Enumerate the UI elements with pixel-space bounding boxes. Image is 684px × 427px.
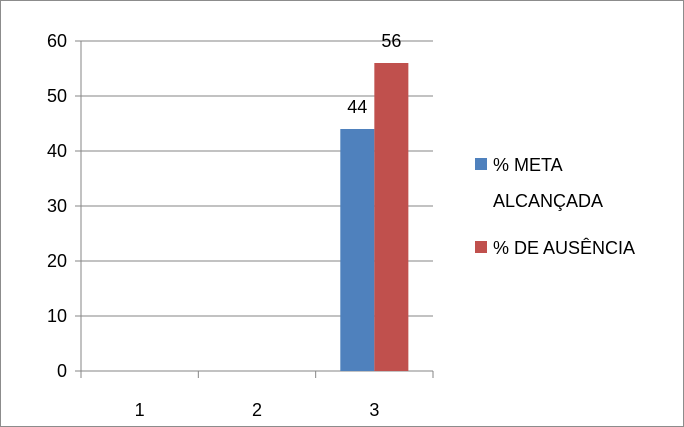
x-tick-label: 3 xyxy=(369,400,379,420)
y-tick-label: 60 xyxy=(47,31,67,51)
legend-label-ausencia: % DE AUSÊNCIA xyxy=(493,238,635,258)
legend: % META ALCANÇADA % DE AUSÊNCIA xyxy=(475,155,635,258)
x-tick-label: 1 xyxy=(135,400,145,420)
data-label-series-1: 44 xyxy=(347,97,367,117)
bar-series-2-cat-3 xyxy=(374,63,409,371)
y-tick-label: 20 xyxy=(47,251,67,271)
data-label-series-2: 56 xyxy=(381,31,401,51)
x-tick-label: 2 xyxy=(252,400,262,420)
y-tick-label: 40 xyxy=(47,141,67,161)
x-tick-labels: 1 2 3 xyxy=(135,400,380,420)
data-labels: 44 56 xyxy=(347,31,401,117)
legend-label-meta-line1: % META xyxy=(493,155,563,175)
legend-label-meta-line2: ALCANÇADA xyxy=(493,191,603,211)
y-tick-label: 30 xyxy=(47,196,67,216)
bar-series-1-cat-3 xyxy=(340,129,375,371)
y-tick-label: 50 xyxy=(47,86,67,106)
legend-swatch-meta xyxy=(475,158,487,170)
y-tick-label: 10 xyxy=(47,306,67,326)
legend-swatch-ausencia xyxy=(475,241,487,253)
bars xyxy=(340,63,409,371)
y-tick-label: 0 xyxy=(57,361,67,381)
y-tick-labels: 0 10 20 30 40 50 60 xyxy=(47,31,67,381)
